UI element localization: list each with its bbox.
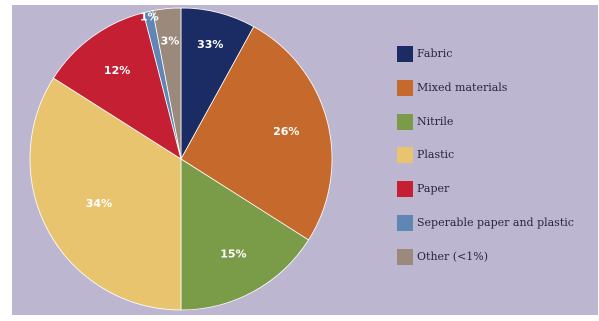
pie-label-mixed-materials: 26% — [273, 125, 299, 138]
legend-label-fabric: Fabric — [417, 47, 453, 60]
legend-swatch-nitrile — [397, 113, 413, 130]
pie-label-fabric: 33% — [197, 38, 223, 51]
legend-label-paper: Paper — [417, 182, 450, 196]
pie-label-seperable-paper-and-plastic: 1% — [140, 11, 159, 24]
legend-item-other: Other (<1%) — [397, 248, 597, 265]
legend-item-nitrile: Nitrile — [397, 113, 597, 130]
legend-swatch-mixed-materials — [397, 79, 413, 96]
pie-slice-other-1 — [152, 7, 182, 160]
pie-slice-plastic — [29, 77, 182, 311]
legend-item-plastic: Plastic — [397, 147, 597, 164]
legend-swatch-plastic — [397, 147, 413, 164]
pie-slice-mixed-materials — [180, 26, 333, 241]
legend-swatch-seperable-paper-and-plastic — [397, 214, 413, 231]
legend-label-nitrile: Nitrile — [417, 114, 454, 128]
legend-item-paper: Paper — [397, 181, 597, 198]
pie-slice-nitrile — [180, 158, 310, 311]
legend-swatch-paper — [397, 181, 413, 198]
legend-item-mixed-materials: Mixed materials — [397, 79, 597, 96]
pie-slice-paper — [52, 12, 182, 160]
legend-label-plastic: Plastic — [417, 148, 455, 162]
legend-label-other: Other (<1%) — [417, 249, 489, 263]
pie-label-other-1: 3% — [161, 35, 180, 48]
pie-label-nitrile: 15% — [220, 247, 246, 260]
legend-item-fabric: Fabric — [397, 46, 597, 62]
pie-label-plastic: 34% — [86, 197, 112, 210]
legend-label-mixed-materials: Mixed materials — [417, 80, 508, 94]
pie-label-paper: 12% — [104, 64, 130, 77]
chart-legend: Fabric Mixed materials Nitrile Plastic P… — [397, 46, 597, 283]
pie-slice-labels: 33% 26% 15% 34% 12% 1%3% — [86, 11, 300, 261]
legend-label-seperable-paper-and-plastic: Seperable paper and plastic — [417, 215, 574, 229]
pie-slices — [29, 7, 333, 311]
legend-swatch-other — [397, 248, 413, 265]
legend-item-seperable-paper-and-plastic: Seperable paper and plastic — [397, 214, 597, 231]
legend-swatch-fabric — [397, 46, 413, 62]
